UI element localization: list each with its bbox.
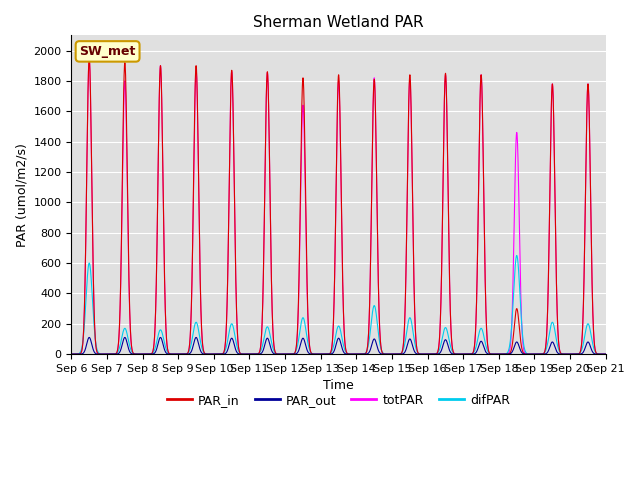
PAR_in xyxy=(489,351,497,357)
PAR_out xyxy=(68,351,76,357)
difPAR xyxy=(602,351,609,357)
PAR_in xyxy=(429,351,436,357)
Line: totPAR: totPAR xyxy=(72,60,605,354)
difPAR xyxy=(489,351,497,357)
difPAR xyxy=(68,351,76,357)
totPAR xyxy=(602,351,609,357)
PAR_in xyxy=(68,351,76,357)
PAR_in xyxy=(164,346,172,352)
difPAR xyxy=(513,252,520,258)
totPAR xyxy=(68,351,76,357)
PAR_out xyxy=(495,351,503,357)
PAR_out xyxy=(164,351,172,357)
Line: difPAR: difPAR xyxy=(72,255,605,354)
totPAR xyxy=(602,351,609,357)
PAR_in xyxy=(602,351,609,357)
Line: PAR_out: PAR_out xyxy=(72,337,605,354)
Text: SW_met: SW_met xyxy=(79,45,136,58)
difPAR xyxy=(429,351,436,357)
Legend: PAR_in, PAR_out, totPAR, difPAR: PAR_in, PAR_out, totPAR, difPAR xyxy=(162,389,515,412)
PAR_out xyxy=(458,351,466,357)
totPAR xyxy=(489,351,497,357)
difPAR xyxy=(139,351,147,357)
difPAR xyxy=(164,349,172,355)
PAR_in xyxy=(495,351,503,357)
PAR_in xyxy=(602,351,609,357)
totPAR xyxy=(164,346,172,352)
difPAR xyxy=(319,351,326,357)
X-axis label: Time: Time xyxy=(323,379,354,393)
Y-axis label: PAR (umol/m2/s): PAR (umol/m2/s) xyxy=(15,143,28,247)
PAR_out xyxy=(489,351,497,357)
totPAR xyxy=(85,57,93,62)
totPAR xyxy=(429,351,436,357)
PAR_in xyxy=(319,351,326,357)
difPAR xyxy=(602,351,609,357)
Title: Sherman Wetland PAR: Sherman Wetland PAR xyxy=(253,15,424,30)
PAR_out xyxy=(602,351,609,357)
PAR_out xyxy=(319,351,326,357)
PAR_out xyxy=(85,335,93,340)
totPAR xyxy=(319,351,326,357)
PAR_in xyxy=(85,55,93,61)
PAR_in xyxy=(458,351,466,357)
totPAR xyxy=(458,351,466,357)
Line: PAR_in: PAR_in xyxy=(72,58,605,354)
totPAR xyxy=(495,351,503,357)
PAR_out xyxy=(429,351,436,357)
difPAR xyxy=(458,351,466,357)
PAR_out xyxy=(602,351,609,357)
